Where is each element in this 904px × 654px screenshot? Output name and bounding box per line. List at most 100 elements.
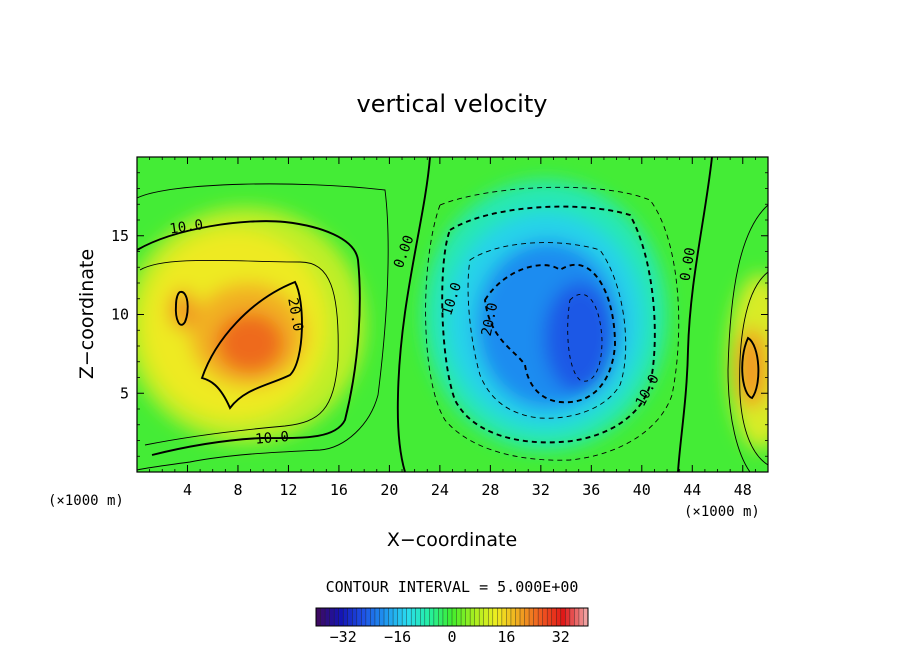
colorbar-swatch (524, 608, 530, 626)
colorbar-swatch (529, 608, 534, 626)
colorbar-swatch (370, 608, 376, 626)
colorbar-swatch (510, 608, 516, 626)
colorbar-swatch (483, 608, 489, 626)
colorbar: −32 −16 0 16 32 (315, 607, 589, 646)
colorbar-swatch (465, 608, 471, 626)
contour-line (677, 157, 713, 472)
colorbar-swatch (384, 608, 389, 626)
colorbar-frame (315, 607, 589, 627)
x-tick-label: 28 (481, 481, 499, 499)
colorbar-swatch (334, 608, 340, 626)
colorbar-swatch (374, 608, 380, 626)
contour-label: 10.0 (255, 429, 290, 448)
contour-line (484, 263, 616, 404)
x-unit-left: (×1000 m) (48, 493, 124, 509)
colorbar-swatch (569, 608, 575, 626)
x-tick-label: 32 (532, 481, 550, 499)
x-tick-label: 8 (233, 481, 242, 499)
x-unit-right: (×1000 m) (684, 504, 760, 520)
x-tick-label: 36 (582, 481, 600, 499)
colorbar-swatch (361, 608, 367, 626)
colorbar-swatch (556, 608, 562, 626)
colorbar-swatch (452, 608, 457, 626)
colorbar-swatch (402, 608, 408, 626)
x-tick-label: 48 (734, 481, 752, 499)
contour-line (137, 183, 389, 471)
contour-label: 20.0 (479, 301, 502, 337)
y-axis: 5 10 15 (111, 172, 768, 457)
field-right-inner (736, 328, 768, 408)
colorbar-swatch (420, 608, 426, 626)
colorbar-swatch (533, 608, 539, 626)
contour-line (741, 336, 760, 400)
colorbar-swatch (379, 608, 385, 626)
contour-line (174, 291, 189, 326)
contour-lines (137, 157, 768, 472)
colorbar-swatch (520, 608, 525, 626)
colorbar-tick-label: −32 (330, 628, 357, 646)
colorbar-swatch (461, 608, 466, 626)
contour-line (396, 157, 431, 472)
contour-interval-label: CONTOUR INTERVAL = 5.000E+00 (326, 578, 579, 596)
contour-label: 0.00 (677, 246, 699, 282)
x-tick-label: 40 (633, 481, 651, 499)
colorbar-swatch (474, 608, 480, 626)
contour-line (467, 242, 627, 419)
colorbar-swatch (506, 608, 512, 626)
colorbar-swatch (397, 608, 403, 626)
x-tick-label: 44 (683, 481, 701, 499)
colorbar-swatch (411, 608, 417, 626)
colorbar-tick-label: 32 (552, 628, 570, 646)
colorbar-swatch (497, 608, 503, 626)
contour-label: 20.0 (284, 297, 306, 333)
colorbar-tick-label: −16 (384, 628, 411, 646)
contour-line (137, 220, 361, 456)
colorbar-swatch (547, 608, 553, 626)
colorbar-swatch (343, 608, 349, 626)
colorbar-swatch (488, 608, 494, 626)
colorbar-swatch (492, 608, 498, 626)
colorbar-swatch (438, 608, 444, 626)
y-tick-label: 5 (120, 384, 129, 402)
contour-line (727, 204, 768, 472)
colorbar-swatch (442, 608, 448, 626)
colorbar-swatch (538, 608, 544, 626)
colorbar-swatch (515, 608, 521, 626)
y-axis-label: Z−coordinate (76, 249, 98, 379)
colorbar-swatch (583, 608, 589, 626)
x-tick-label: 20 (380, 481, 398, 499)
field-negative-core (544, 282, 616, 394)
y-tick-label: 10 (111, 306, 129, 324)
x-tick-label: 24 (431, 481, 449, 499)
colorbar-swatch (406, 608, 412, 626)
colorbar-swatch (578, 608, 584, 626)
contour-line (139, 259, 339, 446)
x-tick-label: 16 (330, 481, 348, 499)
colorbar-swatch (479, 608, 485, 626)
x-tick-label: 4 (183, 481, 192, 499)
colorbar-swatch (356, 608, 362, 626)
chart-title: vertical velocity (357, 90, 548, 118)
colorbar-swatch (542, 608, 548, 626)
colorbar-swatch (447, 608, 453, 626)
colorbar-swatch (393, 608, 398, 626)
colorbar-swatch (574, 608, 580, 626)
colorbar-swatch (325, 608, 330, 626)
colorbar-swatch (388, 608, 394, 626)
colorbar-tick-label: 0 (447, 628, 456, 646)
colorbar-swatch (551, 608, 557, 626)
contour-label: 10.0 (169, 217, 205, 238)
contour-line (441, 205, 656, 444)
colorbar-swatch (365, 608, 371, 626)
field-positive-core (216, 313, 284, 373)
y-tick-label: 15 (111, 227, 129, 245)
colorbar-swatch (338, 608, 344, 626)
colorbar-swatch (560, 608, 566, 626)
contour-line (425, 186, 680, 461)
colorbar-swatch (320, 608, 326, 626)
x-axis: 4 8 12 16 20 24 28 32 36 40 44 48 (149, 157, 756, 499)
colorbar-swatch (470, 608, 476, 626)
colorbar-swatch (456, 608, 462, 626)
